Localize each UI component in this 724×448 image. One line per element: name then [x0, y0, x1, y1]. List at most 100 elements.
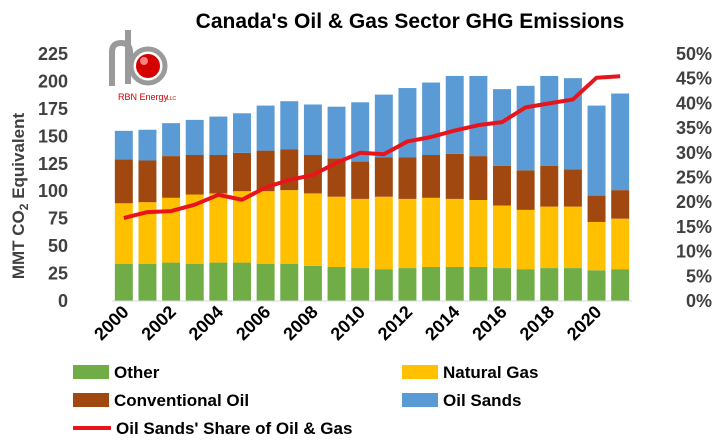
x-tick-label: 2002 — [137, 302, 179, 344]
right-tick-label: 45% — [676, 69, 712, 89]
bar-other-2017 — [516, 269, 535, 301]
right-tick-label: 40% — [676, 93, 712, 113]
bar-other-2021 — [611, 269, 630, 301]
bar-conventional-oil-2006 — [256, 150, 275, 192]
bar-oil-sands-2002 — [162, 123, 181, 157]
x-tick-label: 2018 — [516, 302, 558, 344]
bar-conventional-oil-2009 — [327, 158, 346, 197]
bar-oil-sands-2013 — [422, 82, 441, 155]
bar-other-2005 — [233, 262, 251, 301]
bar-conventional-oil-2015 — [469, 156, 488, 200]
bar-natural-gas-2000 — [114, 203, 133, 264]
bar-other-2011 — [374, 269, 393, 301]
bar-natural-gas-2015 — [469, 200, 488, 267]
x-axis-ticks: 2000 2002 2004 2006 2008 2010 2012 2014 2016 2018… — [90, 302, 605, 344]
right-tick-label: 50% — [676, 44, 712, 64]
legend-swatch-other — [73, 365, 109, 379]
left-tick-label: 150 — [38, 126, 68, 146]
legend-label-oil-sands: Oil Sands — [443, 391, 521, 410]
legend-label-conventional-oil: Conventional Oil — [114, 391, 249, 410]
bar-conventional-oil-2017 — [516, 170, 535, 210]
x-tick-label: 2004 — [185, 302, 227, 344]
y-axis-label-left: MMT CO2 Equivalent — [9, 113, 31, 280]
bar-conventional-oil-2000 — [114, 159, 133, 204]
bar-other-2014 — [445, 266, 464, 301]
left-tick-label: 225 — [38, 44, 68, 64]
x-tick-label: 2012 — [374, 302, 416, 344]
left-tick-label: 25 — [48, 264, 68, 284]
legend-label-other: Other — [114, 363, 160, 382]
right-tick-label: 20% — [676, 192, 712, 212]
bar-natural-gas-2001 — [138, 202, 157, 264]
bar-oil-sands-2007 — [280, 101, 299, 150]
bar-oil-sands-2008 — [303, 104, 322, 155]
legend-swatch-oil-sands — [402, 393, 438, 407]
chart-title: Canada's Oil & Gas Sector GHG Emissions — [196, 10, 625, 33]
bar-oil-sands-2015 — [469, 75, 488, 157]
bar-oil-sands-2001 — [138, 129, 157, 161]
bar-conventional-oil-2002 — [162, 156, 181, 198]
x-tick-label: 2010 — [327, 302, 369, 344]
bar-oil-sands-2011 — [374, 94, 393, 158]
bar-oil-sands-2020 — [587, 105, 606, 196]
bar-natural-gas-2021 — [611, 218, 630, 270]
bar-natural-gas-2008 — [303, 193, 322, 266]
bar-other-2009 — [327, 266, 346, 301]
bar-oil-sands-2009 — [327, 106, 346, 159]
left-tick-label: 50 — [48, 236, 68, 256]
bar-natural-gas-2014 — [445, 198, 464, 267]
bar-conventional-oil-2003 — [185, 155, 204, 195]
x-tick-label: 2016 — [468, 302, 510, 344]
share-line-path — [123, 74, 621, 220]
bar-natural-gas-2005 — [233, 191, 251, 263]
bar-natural-gas-2003 — [185, 194, 204, 264]
left-y-axis: 0 25 50 75 100 125 150 175 200 225 — [38, 44, 68, 311]
bar-oil-sands-2010 — [351, 102, 370, 162]
bar-other-2008 — [303, 265, 322, 301]
left-tick-label: 200 — [38, 71, 68, 91]
bar-oil-sands-2016 — [493, 89, 511, 166]
bar-conventional-oil-2004 — [209, 155, 228, 194]
stacked-bars — [114, 75, 630, 301]
right-y-axis: 0% 5% 10% 15% 20% 25% 30% 35% 40% 45% 50% — [676, 44, 712, 311]
bar-natural-gas-2019 — [563, 206, 582, 269]
bar-conventional-oil-2012 — [398, 157, 417, 199]
bar-other-2012 — [398, 268, 417, 301]
logo-text: RBN Energy — [118, 92, 169, 102]
oil-sands-share-line — [123, 74, 621, 220]
bar-other-2000 — [114, 263, 133, 301]
x-tick-label: 2006 — [232, 302, 274, 344]
bar-natural-gas-2012 — [398, 198, 417, 269]
bar-natural-gas-2013 — [422, 197, 441, 267]
bar-natural-gas-2017 — [516, 209, 535, 270]
bar-other-2004 — [209, 262, 228, 301]
logo-red-ball — [136, 54, 160, 78]
left-tick-label: 175 — [38, 99, 68, 119]
bar-natural-gas-2018 — [540, 206, 559, 269]
bar-conventional-oil-2021 — [611, 190, 630, 219]
left-tick-label: 125 — [38, 154, 68, 174]
right-tick-label: 5% — [686, 266, 712, 286]
left-tick-label: 100 — [38, 181, 68, 201]
bar-natural-gas-2009 — [327, 196, 346, 267]
bar-oil-sands-2017 — [516, 85, 535, 171]
bar-natural-gas-2006 — [256, 191, 275, 264]
bar-conventional-oil-2001 — [138, 160, 157, 203]
bar-conventional-oil-2018 — [540, 165, 559, 207]
bar-natural-gas-2002 — [162, 197, 181, 263]
legend-swatch-natural-gas — [402, 365, 438, 379]
legend-swatch-conventional-oil — [73, 393, 109, 407]
bar-other-2001 — [138, 263, 157, 301]
right-tick-label: 25% — [676, 168, 712, 188]
bar-natural-gas-2007 — [280, 190, 299, 264]
right-tick-label: 10% — [676, 242, 712, 262]
bar-oil-sands-2014 — [445, 75, 464, 154]
bar-oil-sands-2006 — [256, 105, 275, 151]
bar-oil-sands-2021 — [611, 93, 630, 191]
bar-oil-sands-2005 — [233, 113, 251, 153]
bar-other-2020 — [587, 270, 606, 301]
bar-natural-gas-2020 — [587, 221, 606, 271]
bar-natural-gas-2004 — [209, 193, 228, 263]
right-tick-label: 0% — [686, 291, 712, 311]
